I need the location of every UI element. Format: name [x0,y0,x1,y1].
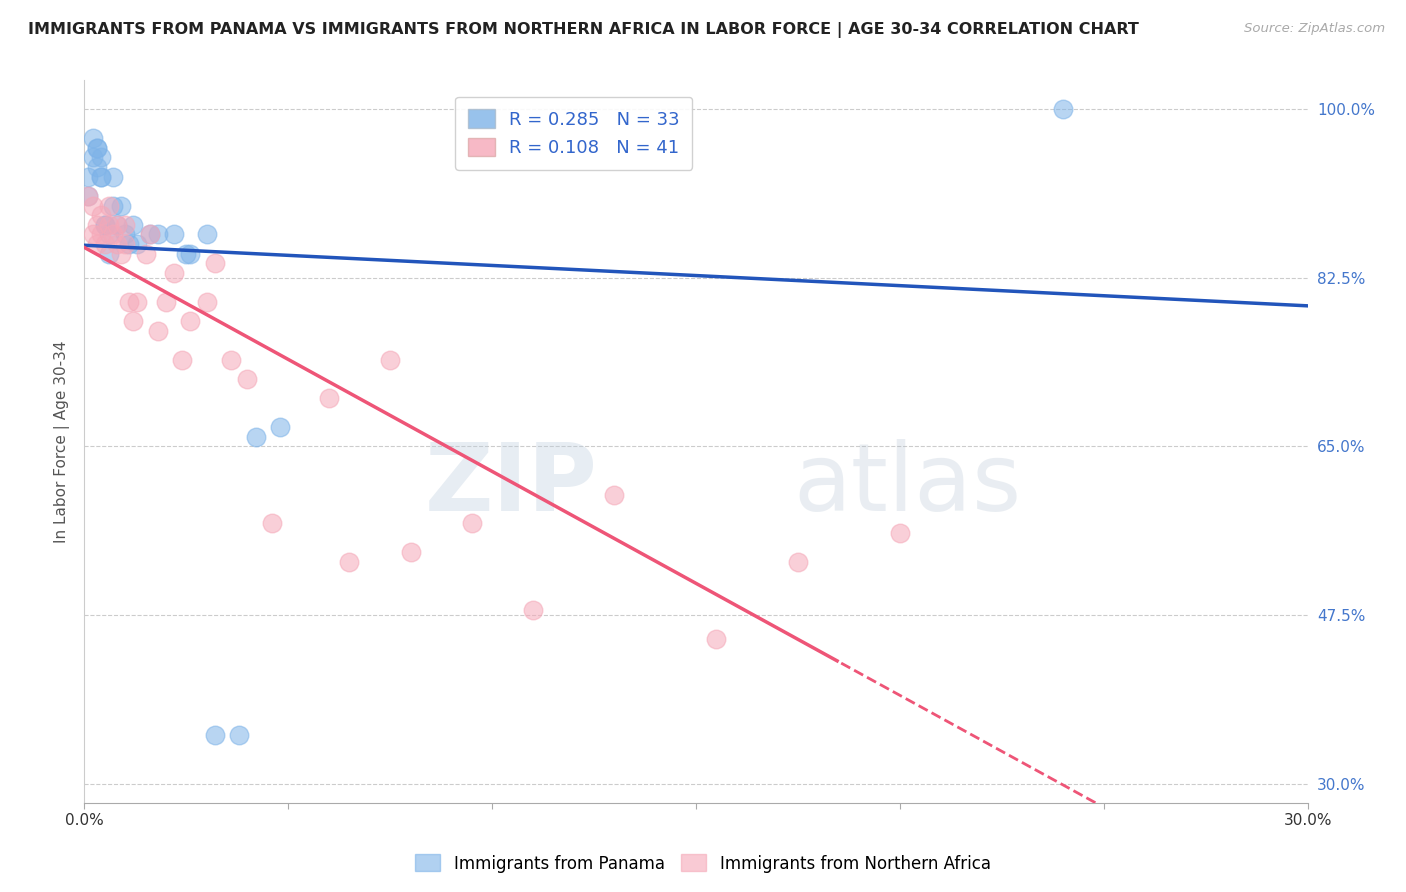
Point [245,430,267,444]
Point [228,728,250,742]
Point [122,218,145,232]
Point [179,246,201,260]
Point [77,189,100,203]
Point [380,352,402,367]
Point [82,131,104,145]
Text: IMMIGRANTS FROM PANAMA VS IMMIGRANTS FROM NORTHERN AFRICA IN LABOR FORCE | AGE 3: IMMIGRANTS FROM PANAMA VS IMMIGRANTS FRO… [28,22,1139,38]
Point [127,294,149,309]
Point [399,545,422,559]
Point [101,227,124,242]
Text: Source: ZipAtlas.com: Source: ZipAtlas.com [1244,22,1385,36]
Point [114,237,136,252]
Point [90,150,112,164]
Point [135,246,157,260]
Point [90,169,112,184]
Point [97,218,120,232]
Point [603,487,626,501]
Point [77,189,100,203]
Point [195,294,218,309]
Point [86,141,108,155]
Point [204,728,226,742]
Point [105,218,128,232]
Point [236,372,259,386]
Point [82,198,104,212]
Point [97,198,120,212]
Point [86,218,108,232]
Point [86,141,108,155]
Point [86,160,108,174]
Point [110,246,132,260]
Point [706,632,728,646]
Point [522,603,544,617]
Point [1052,102,1074,116]
Text: ZIP: ZIP [425,439,598,531]
Point [90,169,112,184]
Point [97,227,120,242]
Legend: R = 0.285   N = 33, R = 0.108   N = 41: R = 0.285 N = 33, R = 0.108 N = 41 [456,96,692,169]
Point [155,294,177,309]
Point [219,352,242,367]
Point [146,324,169,338]
Point [90,227,112,242]
Point [195,227,218,242]
Point [138,227,160,242]
Point [138,227,160,242]
Point [269,420,291,434]
Point [90,208,112,222]
Point [105,237,128,252]
Point [114,227,136,242]
Point [97,246,120,260]
Point [318,391,340,405]
Point [101,169,124,184]
Y-axis label: In Labor Force | Age 30-34: In Labor Force | Age 30-34 [55,340,70,543]
Text: atlas: atlas [794,439,1022,531]
Point [260,516,283,531]
Point [339,555,361,569]
Point [461,516,484,531]
Point [86,237,108,252]
Point [163,227,186,242]
Point [174,246,197,260]
Point [787,555,810,569]
Point [146,227,169,242]
Point [889,526,911,541]
Point [163,266,186,280]
Point [114,218,136,232]
Point [127,237,149,252]
Point [93,237,115,252]
Point [172,352,194,367]
Legend: Immigrants from Panama, Immigrants from Northern Africa: Immigrants from Panama, Immigrants from … [409,847,997,880]
Point [93,218,115,232]
Point [110,198,132,212]
Point [118,237,141,252]
Point [179,314,201,328]
Point [204,256,226,270]
Point [82,227,104,242]
Point [105,218,128,232]
Point [82,150,104,164]
Point [93,218,115,232]
Point [122,314,145,328]
Point [77,169,100,184]
Point [118,294,141,309]
Point [101,198,124,212]
